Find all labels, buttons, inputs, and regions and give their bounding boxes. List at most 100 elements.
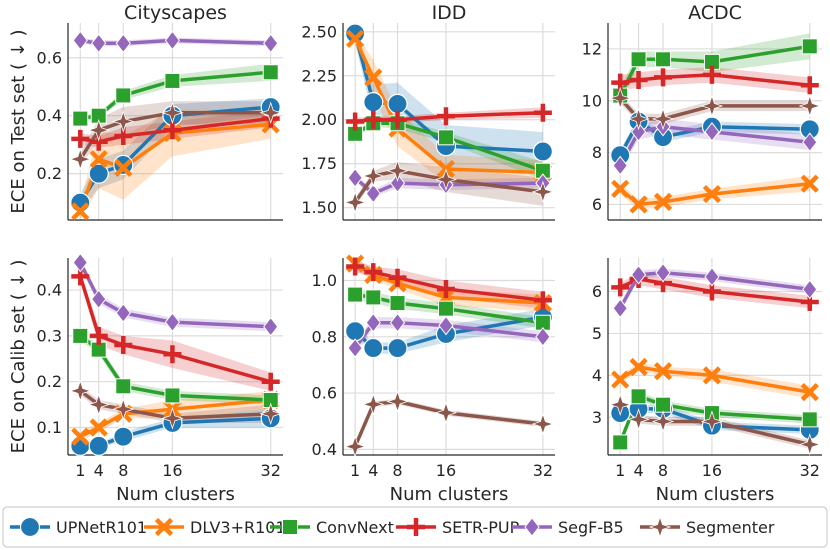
marker-segmenter-8 — [112, 397, 135, 421]
marker-segmenter-16 — [161, 101, 184, 125]
marker-dlv3-r101-32 — [800, 174, 819, 193]
legend-marker-dlv3-r101 — [154, 517, 174, 537]
y-tick-label: 0.2 — [37, 164, 62, 183]
y-tick-label: 3 — [592, 408, 602, 427]
marker-upnetr101-32 — [532, 141, 553, 162]
marker-segf-b5-16 — [704, 122, 720, 142]
marker-dlv3-r101-8 — [653, 192, 673, 211]
marker-convnext-8 — [115, 87, 132, 104]
marker-dlv3-r101-4 — [89, 418, 108, 437]
y-axis-label: ECE on Calib set ( ↓ ) — [8, 260, 29, 454]
marker-upnetr101-8 — [113, 426, 134, 447]
marker-segf-b5-4 — [630, 264, 647, 285]
marker-segf-b5-32 — [802, 132, 818, 153]
marker-setr-pup-4 — [89, 326, 108, 345]
marker-segmenter-4 — [627, 408, 650, 431]
x-tick-label: 16 — [162, 461, 182, 480]
marker-convnext-1 — [72, 110, 89, 127]
marker-segf-b5-16 — [164, 312, 181, 332]
marker-upnetr101-4 — [363, 337, 384, 359]
panel-calib-cityscapes: 0.1 0.2 0.3 0.4 1 4 8 16 32 Num clusters ECE on Ca… — [8, 252, 283, 505]
x-tick-label: 1 — [350, 461, 360, 480]
marker-segmenter-1 — [69, 147, 92, 171]
marker-segf-b5-4 — [91, 33, 107, 54]
x-tick-label: 1 — [75, 461, 85, 480]
legend-marker-convnext — [282, 519, 298, 535]
marker-segf-b5-8 — [115, 33, 131, 54]
x-tick-label: 8 — [118, 461, 128, 480]
y-tick-label: 1.50 — [301, 198, 337, 217]
y-axis-label: ECE on Test set ( ↓ ) — [8, 29, 29, 213]
y-tick-label: 1.0 — [312, 271, 337, 290]
marker-segf-b5-1 — [612, 298, 628, 319]
band-upnetr101 — [355, 24, 543, 171]
panels: 0.2 0.4 0.6 Cityscapes ECE on Test set ( ↓ )… — [8, 2, 822, 505]
legend-entry-setr-pup: SETR-PUP — [396, 518, 520, 537]
marker-setr-pup-32 — [800, 76, 819, 95]
marker-segmenter-1 — [608, 86, 632, 110]
marker-segf-b5-32 — [535, 326, 551, 347]
marker-convnext-1 — [612, 434, 629, 451]
legend-label-upnetr101: UPNetR101 — [56, 518, 147, 537]
legend: UPNetR101 DLV3+R101 ConvNext SETR-PUP SegF-B… — [2, 506, 828, 548]
marker-segmenter-32 — [531, 180, 555, 204]
marker-setr-pup-8 — [654, 68, 673, 87]
marker-convnext-32 — [801, 411, 818, 428]
series-markers — [608, 38, 822, 214]
series-markers — [343, 254, 555, 458]
marker-dlv3-r101-4 — [629, 357, 648, 377]
marker-setr-pup-1 — [346, 257, 365, 276]
marker-segmenter-4 — [87, 118, 110, 142]
marker-segmenter-4 — [627, 107, 650, 131]
marker-segf-b5-1 — [72, 252, 88, 273]
legend-entry-convnext: ConvNext — [270, 518, 394, 537]
marker-dlv3-r101-1 — [611, 370, 630, 389]
marker-setr-pup-8 — [388, 110, 407, 129]
marker-segf-b5-4 — [630, 122, 647, 142]
legend-marker-segmenter — [648, 515, 672, 539]
y-tick-label: 0.2 — [37, 372, 62, 391]
band-segmenter — [355, 398, 543, 450]
band-setr-pup — [620, 67, 810, 93]
marker-setr-pup-8 — [388, 268, 407, 287]
marker-upnetr101-4 — [88, 435, 109, 456]
series-markers — [69, 30, 282, 221]
y-tick-label: 0.4 — [37, 281, 62, 300]
marker-segmenter-16 — [700, 94, 724, 118]
marker-segf-b5-8 — [655, 262, 671, 283]
y-tick-label: 4 — [592, 366, 602, 385]
marker-dlv3-r101-8 — [653, 362, 673, 381]
legend-label-segmenter: Segmenter — [686, 518, 775, 537]
marker-setr-pup-4 — [629, 71, 648, 90]
marker-convnext-1 — [72, 327, 89, 344]
marker-segf-b5-1 — [347, 167, 363, 188]
legend-entry-upnetr101: UPNetR101 — [10, 516, 147, 538]
marker-segf-b5-8 — [389, 173, 406, 193]
marker-upnetr101-4 — [88, 163, 109, 184]
marker-segmenter-1 — [343, 191, 367, 214]
marker-dlv3-r101-4 — [629, 195, 648, 214]
marker-convnext-4 — [365, 289, 382, 306]
marker-segf-b5-8 — [389, 312, 406, 333]
y-tick-label: 0.4 — [312, 440, 337, 459]
marker-setr-pup-4 — [364, 263, 383, 282]
marker-convnext-16 — [164, 72, 181, 89]
series-markers — [608, 262, 822, 456]
marker-segmenter-1 — [343, 435, 367, 458]
marker-segmenter-1 — [608, 393, 632, 416]
marker-segf-b5-16 — [704, 267, 720, 287]
marker-setr-pup-32 — [533, 291, 552, 310]
marker-setr-pup-32 — [533, 103, 552, 122]
y-tick-label: 5 — [592, 324, 602, 343]
marker-convnext-8 — [389, 295, 406, 312]
marker-segmenter-4 — [362, 164, 385, 188]
marker-convnext-16 — [437, 300, 454, 317]
marker-upnetr101-4 — [363, 92, 384, 113]
marker-segmenter-8 — [651, 107, 675, 131]
marker-segf-b5-32 — [263, 33, 279, 54]
marker-segf-b5-1 — [612, 155, 628, 176]
y-tick-label: 8 — [592, 143, 602, 162]
marker-dlv3-r101-4 — [89, 150, 108, 169]
marker-segmenter-32 — [259, 101, 282, 125]
